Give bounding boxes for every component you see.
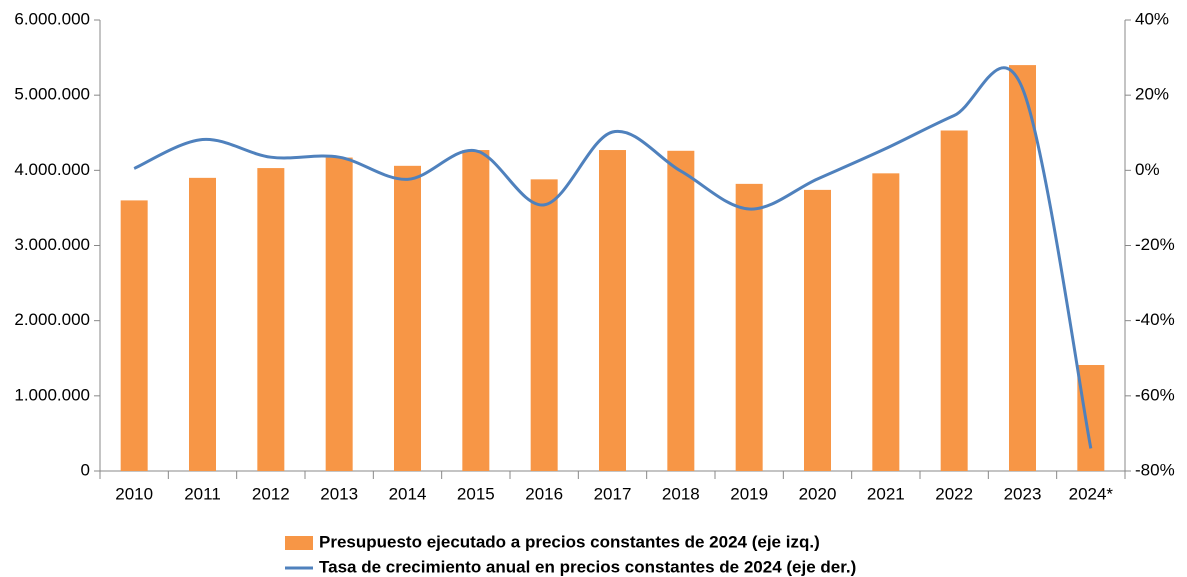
legend-label: Presupuesto ejecutado a precios constant… [319, 532, 820, 551]
y2-tick-label: -40% [1135, 310, 1175, 329]
x-tick-label: 2010 [115, 484, 153, 503]
x-tick-label: 2016 [525, 484, 563, 503]
bar [394, 165, 421, 471]
y2-tick-label: 20% [1135, 85, 1169, 104]
x-tick-label: 2012 [252, 484, 290, 503]
bar [1009, 65, 1036, 471]
x-tick-label: 2021 [867, 484, 905, 503]
y2-tick-label: -80% [1135, 460, 1175, 479]
bar [667, 150, 695, 472]
x-tick-label: 2019 [730, 484, 768, 503]
x-tick-label: 2023 [1004, 484, 1042, 503]
x-tick-label: 2015 [457, 484, 495, 503]
x-tick-label: 2024* [1069, 484, 1114, 503]
y-tick-label: 0 [81, 460, 90, 479]
bar [120, 200, 148, 471]
x-tick-label: 2022 [935, 484, 973, 503]
bar [257, 168, 285, 471]
x-tick-label: 2020 [799, 484, 837, 503]
bar [189, 177, 216, 471]
legend-label: Tasa de crecimiento anual en precios con… [319, 557, 856, 576]
y-tick-label: 4.000.000 [14, 160, 90, 179]
y-tick-label: 2.000.000 [14, 310, 90, 329]
y-tick-label: 1.000.000 [14, 385, 90, 404]
bar [940, 130, 968, 471]
bar [325, 157, 353, 471]
x-tick-label: 2018 [662, 484, 700, 503]
bar [530, 179, 558, 471]
y-tick-label: 3.000.000 [14, 235, 90, 254]
y-tick-label: 5.000.000 [14, 85, 90, 104]
y2-tick-label: 0% [1135, 160, 1160, 179]
y2-tick-label: -60% [1135, 385, 1175, 404]
x-tick-label: 2011 [184, 484, 221, 503]
legend-swatch [285, 536, 313, 550]
x-tick-label: 2014 [389, 484, 427, 503]
y2-tick-label: 40% [1135, 9, 1169, 28]
x-tick-label: 2013 [320, 484, 358, 503]
bar [462, 150, 490, 471]
bar [872, 173, 900, 471]
bar [599, 150, 626, 471]
line [133, 66, 1093, 449]
bar [735, 183, 763, 471]
y-tick-label: 6.000.000 [14, 9, 90, 28]
y2-tick-label: -20% [1135, 235, 1175, 254]
x-tick-label: 2017 [594, 484, 632, 503]
bar [804, 189, 831, 472]
bar [1077, 365, 1105, 471]
